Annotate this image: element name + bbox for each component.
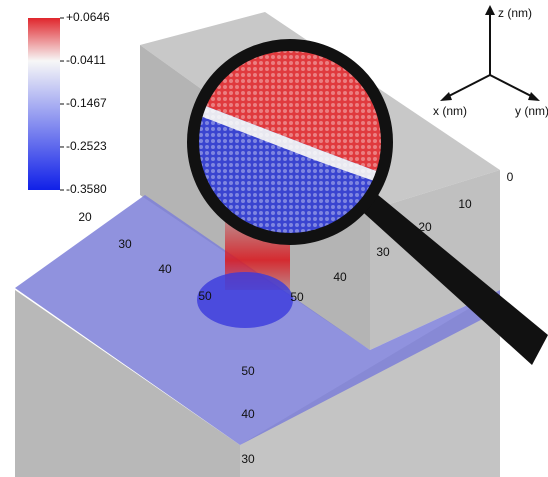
axis-tick-label: 40 xyxy=(158,262,172,276)
axis-tick-label: 30 xyxy=(376,245,390,259)
axis-tick-label: 0 xyxy=(507,170,514,184)
axis-tick-label: 50 xyxy=(198,289,212,303)
axis-tick-label: 20 xyxy=(418,220,432,234)
axis-tick-label: 40 xyxy=(241,407,255,421)
axis-tick-label: 20 xyxy=(78,210,92,224)
figure: +0.0646 -0.0411 -0.1467 -0.2523 -0.3580 20 30… xyxy=(0,0,548,477)
axis-tick-label: 50 xyxy=(290,290,304,304)
triad-x-label: x (nm) xyxy=(433,104,467,118)
colorbar-ticks: +0.0646 -0.0411 -0.1467 -0.2523 -0.3580 xyxy=(60,10,110,196)
triad-z-label: z (nm) xyxy=(498,6,532,20)
page: +0.0646 -0.0411 -0.1467 -0.2523 -0.3580 20 30… xyxy=(0,0,548,477)
triad-y-label: y (nm) xyxy=(515,104,548,118)
colorbar xyxy=(28,18,60,190)
arrow-y xyxy=(528,92,540,101)
axis-tick-label: 40 xyxy=(333,270,347,284)
axis-tick-label: 30 xyxy=(241,452,255,466)
axis-tick-label: 50 xyxy=(241,364,255,378)
arrow-x xyxy=(440,92,452,101)
colorbar-tick-label: +0.0646 xyxy=(66,10,110,24)
colorbar-tick-label: -0.2523 xyxy=(66,139,107,153)
colorbar-tick-label: -0.1467 xyxy=(66,96,107,110)
axis-tick-label: 10 xyxy=(458,197,472,211)
axis-tick-label: 30 xyxy=(118,237,132,251)
triad xyxy=(445,12,535,98)
colorbar-tick-label: -0.0411 xyxy=(66,53,106,67)
arrow-z xyxy=(485,5,495,15)
colorbar-tick-label: -0.3580 xyxy=(66,182,107,196)
